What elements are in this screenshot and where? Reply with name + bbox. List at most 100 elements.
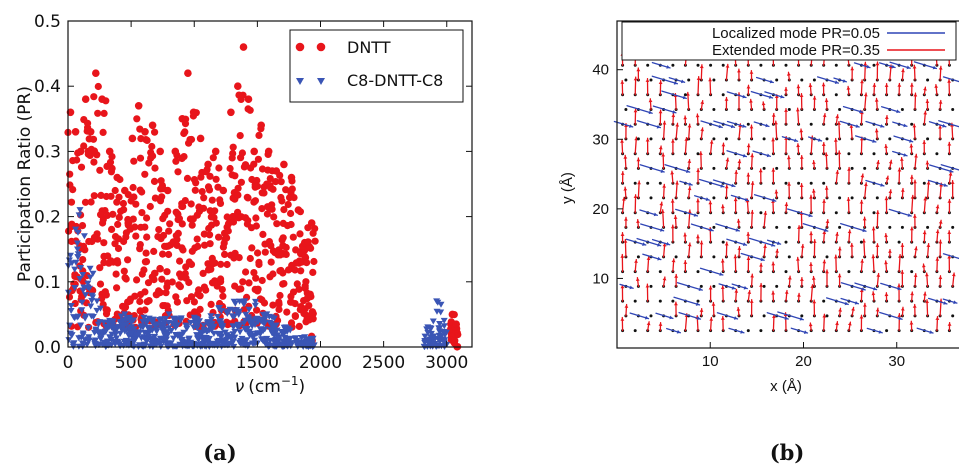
localized-mode-arrow xyxy=(750,90,774,99)
extended-mode-arrow xyxy=(859,199,864,214)
localized-mode-arrow xyxy=(655,312,674,320)
extended-mode-arrow xyxy=(947,254,952,273)
atom-dot xyxy=(850,166,854,170)
c8-dntt-c8-point xyxy=(108,324,116,331)
legend-extended-label: Extended mode PR=0.35 xyxy=(712,42,880,59)
localized-mode-arrow xyxy=(640,223,665,232)
extended-mode-arrow xyxy=(863,61,868,81)
dntt-point xyxy=(238,149,246,157)
c8-dntt-c8-point xyxy=(101,328,109,335)
c8-dntt-c8-point xyxy=(240,320,248,327)
dntt-point xyxy=(134,102,143,110)
extended-mode-arrow xyxy=(737,246,742,258)
extended-mode-arrow xyxy=(835,169,840,184)
localized-mode-arrow xyxy=(766,312,789,320)
dntt-point xyxy=(204,183,213,191)
dntt-point xyxy=(219,243,227,251)
dntt-point xyxy=(282,186,290,194)
extended-mode-arrow xyxy=(799,93,804,111)
dntt-point xyxy=(277,193,285,202)
extended-mode-arrow xyxy=(659,201,664,214)
c8-dntt-c8-point xyxy=(117,313,125,320)
dntt-point xyxy=(113,284,121,292)
extended-mode-arrow xyxy=(884,144,888,155)
c8-dntt-c8-point xyxy=(187,339,195,346)
c8-dntt-c8-point xyxy=(130,326,138,333)
extended-mode-arrow xyxy=(925,272,929,288)
extended-mode-arrow xyxy=(951,272,956,288)
atom-dot xyxy=(649,314,653,318)
c8-dntt-c8-point xyxy=(88,297,96,304)
c8-dntt-c8-point xyxy=(263,311,271,318)
panel-a-x-axis-unit: (cm xyxy=(248,377,281,397)
dntt-point xyxy=(151,164,159,172)
extended-mode-arrow xyxy=(912,64,917,81)
extended-mode-arrow xyxy=(884,196,889,214)
extended-mode-arrow xyxy=(822,198,826,214)
atom-dot xyxy=(775,284,779,288)
atom-dot xyxy=(812,78,816,82)
extended-mode-arrow xyxy=(696,198,700,214)
c8-dntt-c8-point xyxy=(217,334,225,341)
c8-dntt-c8-point xyxy=(119,324,127,330)
atom-dot xyxy=(834,211,838,215)
c8-dntt-c8-point xyxy=(270,323,278,330)
c8-dntt-c8-point xyxy=(214,343,221,350)
dntt-point xyxy=(71,128,80,136)
extended-mode-arrow xyxy=(799,128,804,140)
extended-mode-arrow xyxy=(624,303,629,317)
dntt-point xyxy=(221,250,229,258)
localized-mode-arrow xyxy=(802,223,829,232)
atom-dot xyxy=(951,225,955,229)
atom-dot xyxy=(926,137,930,141)
extended-mode-arrow xyxy=(687,186,692,199)
dntt-point xyxy=(231,282,239,290)
extended-mode-arrow xyxy=(849,123,854,140)
atom-dot xyxy=(696,299,700,303)
c8-dntt-c8-point xyxy=(254,330,262,337)
dntt-point xyxy=(223,260,231,269)
atom-dot xyxy=(658,270,662,274)
extended-mode-arrow xyxy=(884,260,888,273)
c8-dntt-c8-point xyxy=(84,336,92,343)
extended-mode-arrow xyxy=(750,209,755,229)
extended-mode-arrow xyxy=(746,256,751,273)
dntt-point xyxy=(287,173,296,182)
dntt-point xyxy=(146,202,154,211)
c8-dntt-c8-point xyxy=(241,326,249,332)
c8-dntt-c8-point xyxy=(183,324,191,331)
dntt-point xyxy=(143,233,151,241)
dntt-point xyxy=(283,308,291,316)
dntt-point xyxy=(115,213,123,221)
dntt-point xyxy=(158,193,166,201)
c8-dntt-c8-point xyxy=(84,280,92,287)
c8-dntt-c8-point xyxy=(79,330,87,337)
extended-mode-arrow xyxy=(859,314,864,332)
extended-mode-arrow xyxy=(909,320,914,332)
c8-dntt-c8-point xyxy=(297,341,305,348)
atom-dot xyxy=(712,78,716,82)
extended-mode-arrow xyxy=(699,240,704,258)
dntt-point xyxy=(122,275,130,283)
x-tick-label: 1000 xyxy=(173,353,216,373)
c8-dntt-c8-point xyxy=(136,330,143,337)
extended-mode-arrow xyxy=(835,231,839,243)
c8-dntt-c8-point xyxy=(73,240,81,247)
localized-mode-arrow xyxy=(652,105,677,114)
dntt-point xyxy=(268,205,276,213)
atom-dot xyxy=(674,255,678,259)
c8-dntt-c8-point xyxy=(194,341,202,348)
dntt-point xyxy=(163,186,172,195)
extended-mode-arrow xyxy=(658,109,663,125)
c8-dntt-c8-point xyxy=(229,338,237,345)
c8-dntt-c8-point xyxy=(67,308,75,314)
extended-mode-arrow xyxy=(784,289,789,302)
dntt-point xyxy=(263,210,271,218)
extended-mode-arrow xyxy=(736,218,741,229)
extended-mode-arrow xyxy=(913,273,918,288)
dntt-point xyxy=(119,199,127,208)
c8-dntt-c8-point xyxy=(214,314,222,320)
localized-mode-arrow xyxy=(713,120,736,129)
localized-mode-arrow xyxy=(892,121,908,128)
extended-mode-arrow xyxy=(822,113,827,125)
